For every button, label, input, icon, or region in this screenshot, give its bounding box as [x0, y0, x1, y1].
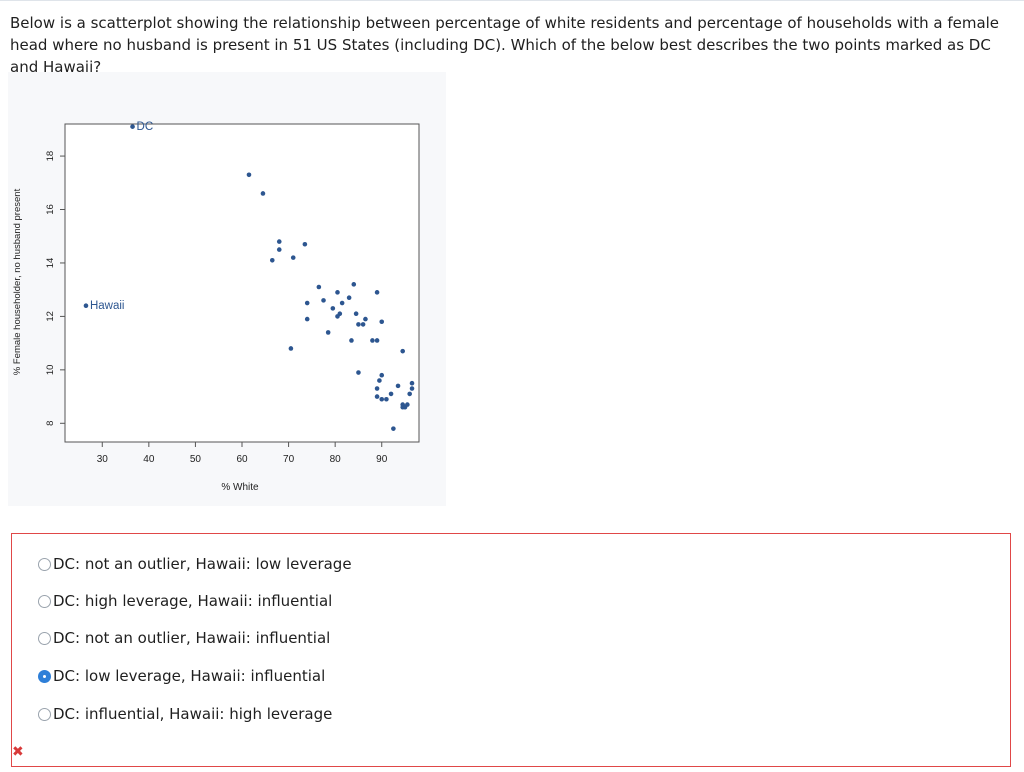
- data-point: [269, 257, 275, 263]
- data-point: [349, 338, 354, 343]
- data-point: [260, 191, 266, 196]
- x-axis-label: % White: [221, 482, 259, 493]
- y-tick-label: 18: [45, 151, 56, 162]
- data-point: [346, 295, 352, 300]
- data-point: [400, 404, 405, 410]
- option-label: DC: low leverage, Hawaii: influential: [53, 667, 326, 685]
- data-point: [335, 290, 340, 295]
- x-tick-label: 50: [190, 454, 202, 465]
- y-tick-label: 14: [45, 258, 56, 269]
- data-point: [395, 383, 401, 389]
- x-tick-label: 80: [330, 454, 342, 465]
- radio-button[interactable]: [38, 557, 51, 571]
- data-point: [356, 322, 361, 327]
- y-axis-label: % Female householder, no husband present: [12, 188, 23, 375]
- data-point: [374, 394, 380, 399]
- option-4[interactable]: DC: low leverage, Hawaii: influential: [38, 665, 325, 687]
- data-point: [321, 298, 326, 303]
- data-point: [377, 378, 382, 383]
- x-tick-label: 70: [283, 454, 295, 465]
- plot-background: [64, 123, 420, 443]
- data-point: [391, 426, 396, 431]
- data-point: [360, 322, 366, 327]
- scatterplot: 30 40 50 60 70 80 90 8 10 12 14 16 18 % White % Fem…: [12, 121, 420, 493]
- data-point: [351, 282, 357, 287]
- data-point: [409, 386, 415, 391]
- data-point: [290, 255, 296, 260]
- incorrect-icon: ✖: [12, 744, 24, 760]
- x-tick-label: 40: [143, 454, 155, 465]
- option-label: DC: not an outlier, Hawaii: low leverage: [53, 555, 352, 573]
- data-point: [325, 330, 331, 335]
- radio-button[interactable]: [38, 594, 51, 608]
- scatterplot-figure: 30 40 50 60 70 80 90 8 10 12 14 16 18 % White % Fem…: [8, 72, 446, 506]
- data-point: [407, 391, 412, 397]
- data-point: [304, 316, 310, 322]
- point-label: DC: [137, 121, 154, 133]
- data-point: [379, 372, 385, 378]
- option-5[interactable]: DC: influential, Hawaii: high leverage: [38, 703, 332, 725]
- data-point: [388, 391, 394, 397]
- data-point: [379, 319, 385, 325]
- data-point: [374, 338, 380, 343]
- data-point: [400, 348, 405, 354]
- data-point: [356, 370, 361, 375]
- top-divider: [0, 0, 1024, 1]
- labeled-data-point: [130, 124, 135, 129]
- data-point: [288, 346, 294, 351]
- answer-options-box: DC: not an outlier, Hawaii: low leverage…: [11, 533, 1011, 767]
- data-point: [379, 396, 385, 402]
- data-point: [316, 284, 322, 290]
- option-1[interactable]: DC: not an outlier, Hawaii: low leverage: [38, 553, 352, 575]
- option-label: DC: not an outlier, Hawaii: influential: [53, 629, 331, 647]
- option-label: DC: influential, Hawaii: high leverage: [53, 705, 333, 723]
- radio-button[interactable]: [38, 707, 51, 721]
- data-point: [302, 241, 308, 247]
- labeled-data-point: [83, 303, 89, 309]
- data-point: [276, 247, 282, 252]
- data-point: [374, 290, 380, 295]
- option-label: DC: high leverage, Hawaii: influential: [53, 592, 333, 610]
- y-tick-label: 10: [45, 365, 56, 376]
- radio-button[interactable]: [38, 631, 51, 645]
- radio-button-selected[interactable]: [38, 669, 51, 683]
- question-text: Below is a scatterplot showing the relat…: [10, 14, 1000, 76]
- data-point: [335, 314, 340, 319]
- data-point: [384, 396, 389, 402]
- option-3[interactable]: DC: not an outlier, Hawaii: influential: [38, 627, 330, 649]
- data-point: [409, 380, 415, 386]
- data-point: [246, 172, 252, 178]
- y-tick-label: 16: [45, 204, 56, 215]
- y-tick-label: 12: [45, 311, 56, 322]
- data-point: [304, 300, 310, 306]
- option-2[interactable]: DC: high leverage, Hawaii: influential: [38, 590, 332, 612]
- x-tick-label: 30: [97, 454, 109, 465]
- data-point: [370, 338, 375, 343]
- x-tick-label: 90: [376, 454, 388, 465]
- data-point: [363, 316, 368, 322]
- x-tick-label: 60: [236, 454, 248, 465]
- data-point: [405, 402, 410, 407]
- y-tick-label: 8: [45, 421, 56, 426]
- data-point: [353, 311, 359, 317]
- data-point: [339, 300, 345, 306]
- point-label: Hawaii: [90, 300, 125, 312]
- data-point: [374, 386, 380, 391]
- data-point: [276, 239, 282, 244]
- data-point: [330, 306, 336, 311]
